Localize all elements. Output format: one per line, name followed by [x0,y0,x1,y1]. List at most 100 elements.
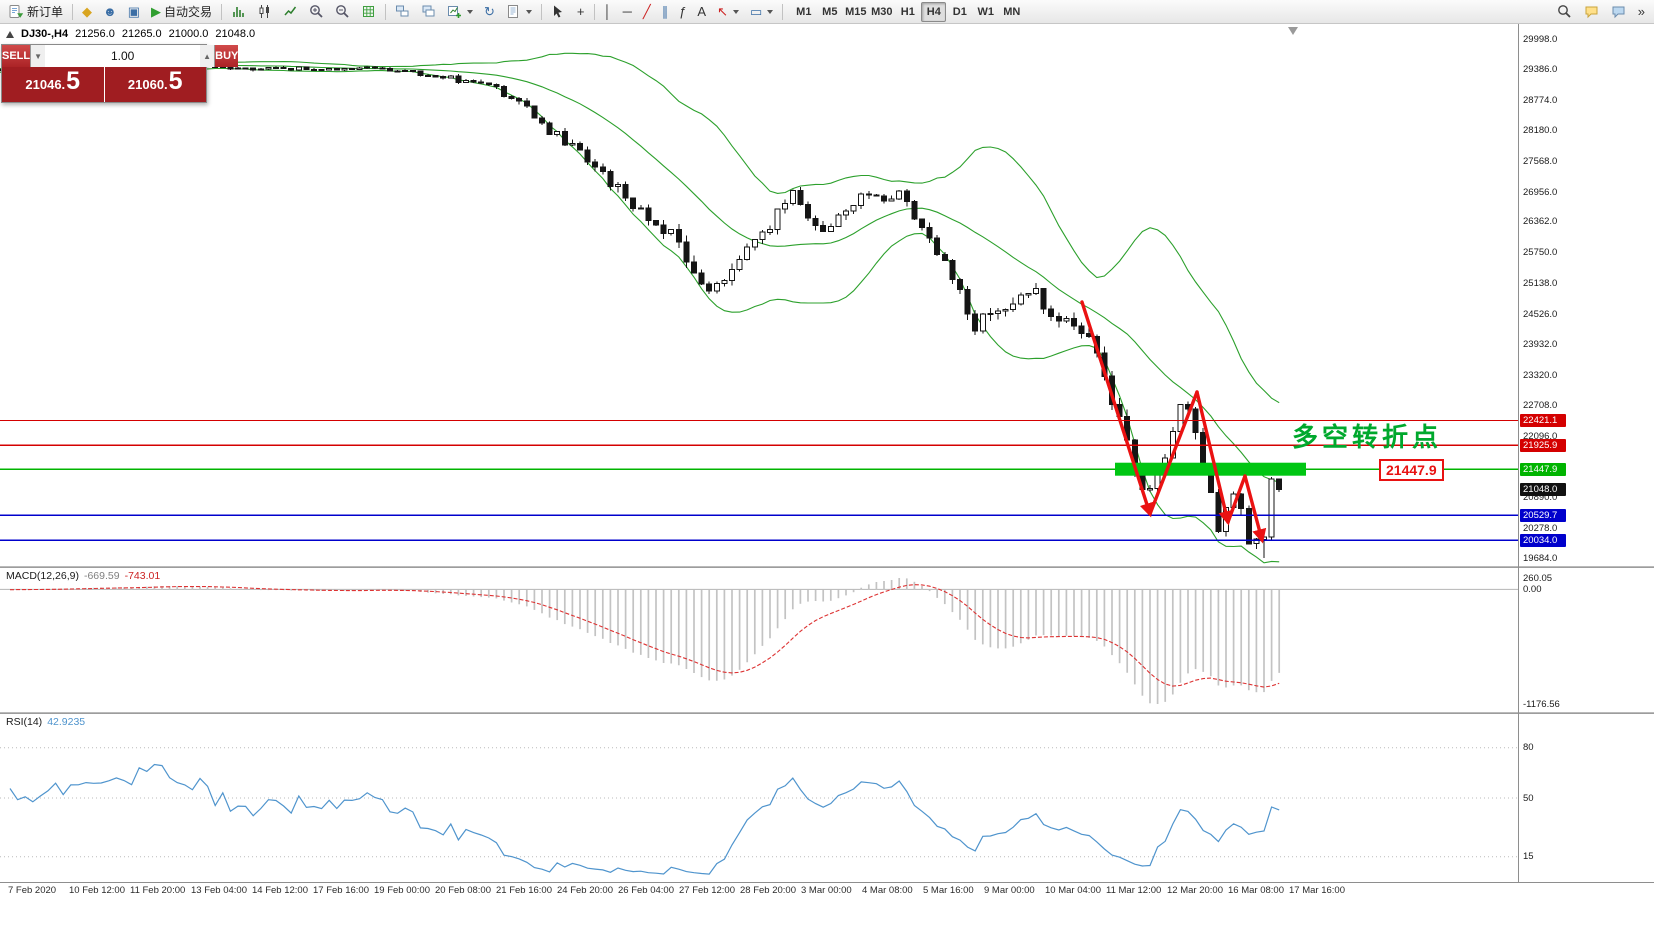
panel-splitter-rsi[interactable] [0,712,1654,714]
timeframe-m15-button[interactable]: M15 [843,2,868,22]
autotrade-play-icon: ▶ [151,3,161,19]
volume-input[interactable] [45,45,201,67]
support-zone-rectangle[interactable] [1115,462,1306,476]
chart-annotation-text[interactable]: 多空转折点 [1292,422,1443,452]
time-tick-label: 17 Feb 16:00 [313,885,369,896]
horizontal-line-button[interactable]: ─ [618,1,637,22]
price-axis-border [1518,24,1519,882]
line-chart-button[interactable] [278,1,303,22]
chart-shift-marker[interactable] [1288,27,1298,35]
price-chart-canvas[interactable] [0,24,1518,566]
toolbar-separator [540,3,542,20]
rsi-value: 42.9235 [47,716,86,728]
timeframe-m5-button[interactable]: M5 [817,2,842,22]
timeframe-mn-button[interactable]: MN [999,2,1024,22]
rsi-axis-label: 15 [1523,851,1534,863]
one-click-trading-widget: SELL ▼ ▲ BUY 21046. 5 21060. 5 [1,44,239,103]
buy-button[interactable]: BUY [215,45,239,67]
rsi-level-lines [0,747,1518,858]
new-order-button[interactable]: 新订单 [4,1,68,22]
navigator-button[interactable]: ☻ [98,1,122,22]
trend-arrows[interactable] [1080,300,1267,544]
vertical-line-icon: │ [603,3,612,19]
panel-splitter-macd[interactable] [0,566,1654,568]
chevron-down-icon [733,9,739,14]
grid-button[interactable] [356,1,381,22]
fibonacci-button[interactable]: ƒ [674,1,691,22]
grid-icon [361,4,376,19]
autotrade-label: 自动交易 [164,5,213,19]
chevron-down-icon [525,9,532,14]
candlestick-chart-button[interactable] [252,1,277,22]
toolbar-overflow-button[interactable]: » [1633,1,1650,22]
zoom-in-button[interactable] [304,1,329,22]
time-tick-label: 4 Mar 08:00 [862,885,913,896]
price-level-badge: 21048.0 [1520,482,1566,496]
price-level-badge: 20034.0 [1520,533,1566,547]
search-icon [1557,4,1572,19]
price-tick-label: 23932.0 [1523,338,1558,350]
text-tool-button[interactable]: A [692,1,711,22]
zoom-in-icon [309,4,324,19]
time-axis[interactable]: 7 Feb 2020 10 Feb 12:00 11 Feb 20:00 13 Feb… [0,883,1654,900]
time-tick-label: 13 Feb 04:00 [191,885,247,896]
timeframe-m1-button[interactable]: M1 [791,2,816,22]
auto-scroll-button[interactable]: ↻ [479,1,500,22]
volume-increase-button[interactable]: ▲ [200,45,215,67]
market-watch-button[interactable]: ◆ [77,1,97,22]
horizontal-level-lines[interactable] [0,419,1518,542]
rsi-line [9,763,1280,875]
time-tick-label: 20 Feb 08:00 [435,885,491,896]
time-tick-label: 16 Mar 08:00 [1228,885,1284,896]
sell-price-small: 21046. [25,77,66,92]
crosshair-button[interactable]: + [572,1,590,22]
timeframe-w1-button[interactable]: W1 [973,2,998,22]
templates-button[interactable] [501,1,537,22]
sell-price[interactable]: 21046. 5 [2,67,105,102]
price-callout-label[interactable]: 21447.9 [1379,459,1444,481]
timeframe-d1-button[interactable]: D1 [947,2,972,22]
new-chart-button[interactable] [442,1,478,22]
time-tick-label: 11 Mar 12:00 [1106,885,1162,896]
tile-windows-button[interactable] [390,1,415,22]
channel-icon: ∥ [661,3,669,19]
price-axis-column[interactable]: 29998.0 29386.0 28774.0 28180.0 27568.0 26956… [1519,24,1654,882]
price-level-badge: 20529.7 [1520,508,1566,522]
zoom-out-icon [335,4,350,19]
cascade-windows-button[interactable] [416,1,441,22]
timeframe-h4-button[interactable]: H4 [921,1,947,22]
market-watch-icon: ◆ [82,3,93,19]
zoom-out-button[interactable] [330,1,355,22]
crosshair-icon: + [576,3,585,19]
macd-main-value: -669.59 [83,570,120,582]
vertical-line-button[interactable]: │ [599,1,617,22]
timeframe-m30-button[interactable]: M30 [869,2,894,22]
cursor-button[interactable] [546,1,571,22]
rsi-indicator-canvas[interactable] [0,714,1518,882]
terminal-button[interactable]: ▣ [123,1,145,22]
new-order-icon [9,4,24,19]
cascade-windows-icon [421,4,436,19]
time-tick-label: 12 Mar 20:00 [1167,885,1223,896]
time-tick-label: 14 Feb 12:00 [252,885,308,896]
search-button[interactable] [1552,1,1577,22]
macd-label: MACD(12,26,9) -669.59 -743.01 [6,570,160,582]
channel-button[interactable]: ∥ [657,1,674,22]
community-button[interactable] [1606,1,1631,22]
buy-price[interactable]: 21060. 5 [104,67,206,102]
autotrade-button[interactable]: ▶ 自动交易 [146,1,217,22]
trendline-button[interactable]: ╱ [638,1,656,22]
price-tick-label: 22096.0 [1523,431,1558,443]
sell-button[interactable]: SELL [2,45,31,67]
shapes-tool-button[interactable]: ▭ [745,1,778,22]
chat-button[interactable] [1579,1,1604,22]
price-tick-label: 19684.0 [1523,552,1558,564]
volume-decrease-button[interactable]: ▼ [31,45,46,67]
arrows-tool-button[interactable]: ↖ [712,1,744,22]
time-tick-label: 21 Feb 16:00 [496,885,552,896]
timeframe-h1-button[interactable]: H1 [895,2,920,22]
symbol-timeframe-label: DJ30-,H4 [21,28,69,40]
macd-axis-label: 0.00 [1523,583,1542,595]
macd-indicator-canvas[interactable] [0,568,1518,712]
bar-chart-button[interactable] [226,1,251,22]
